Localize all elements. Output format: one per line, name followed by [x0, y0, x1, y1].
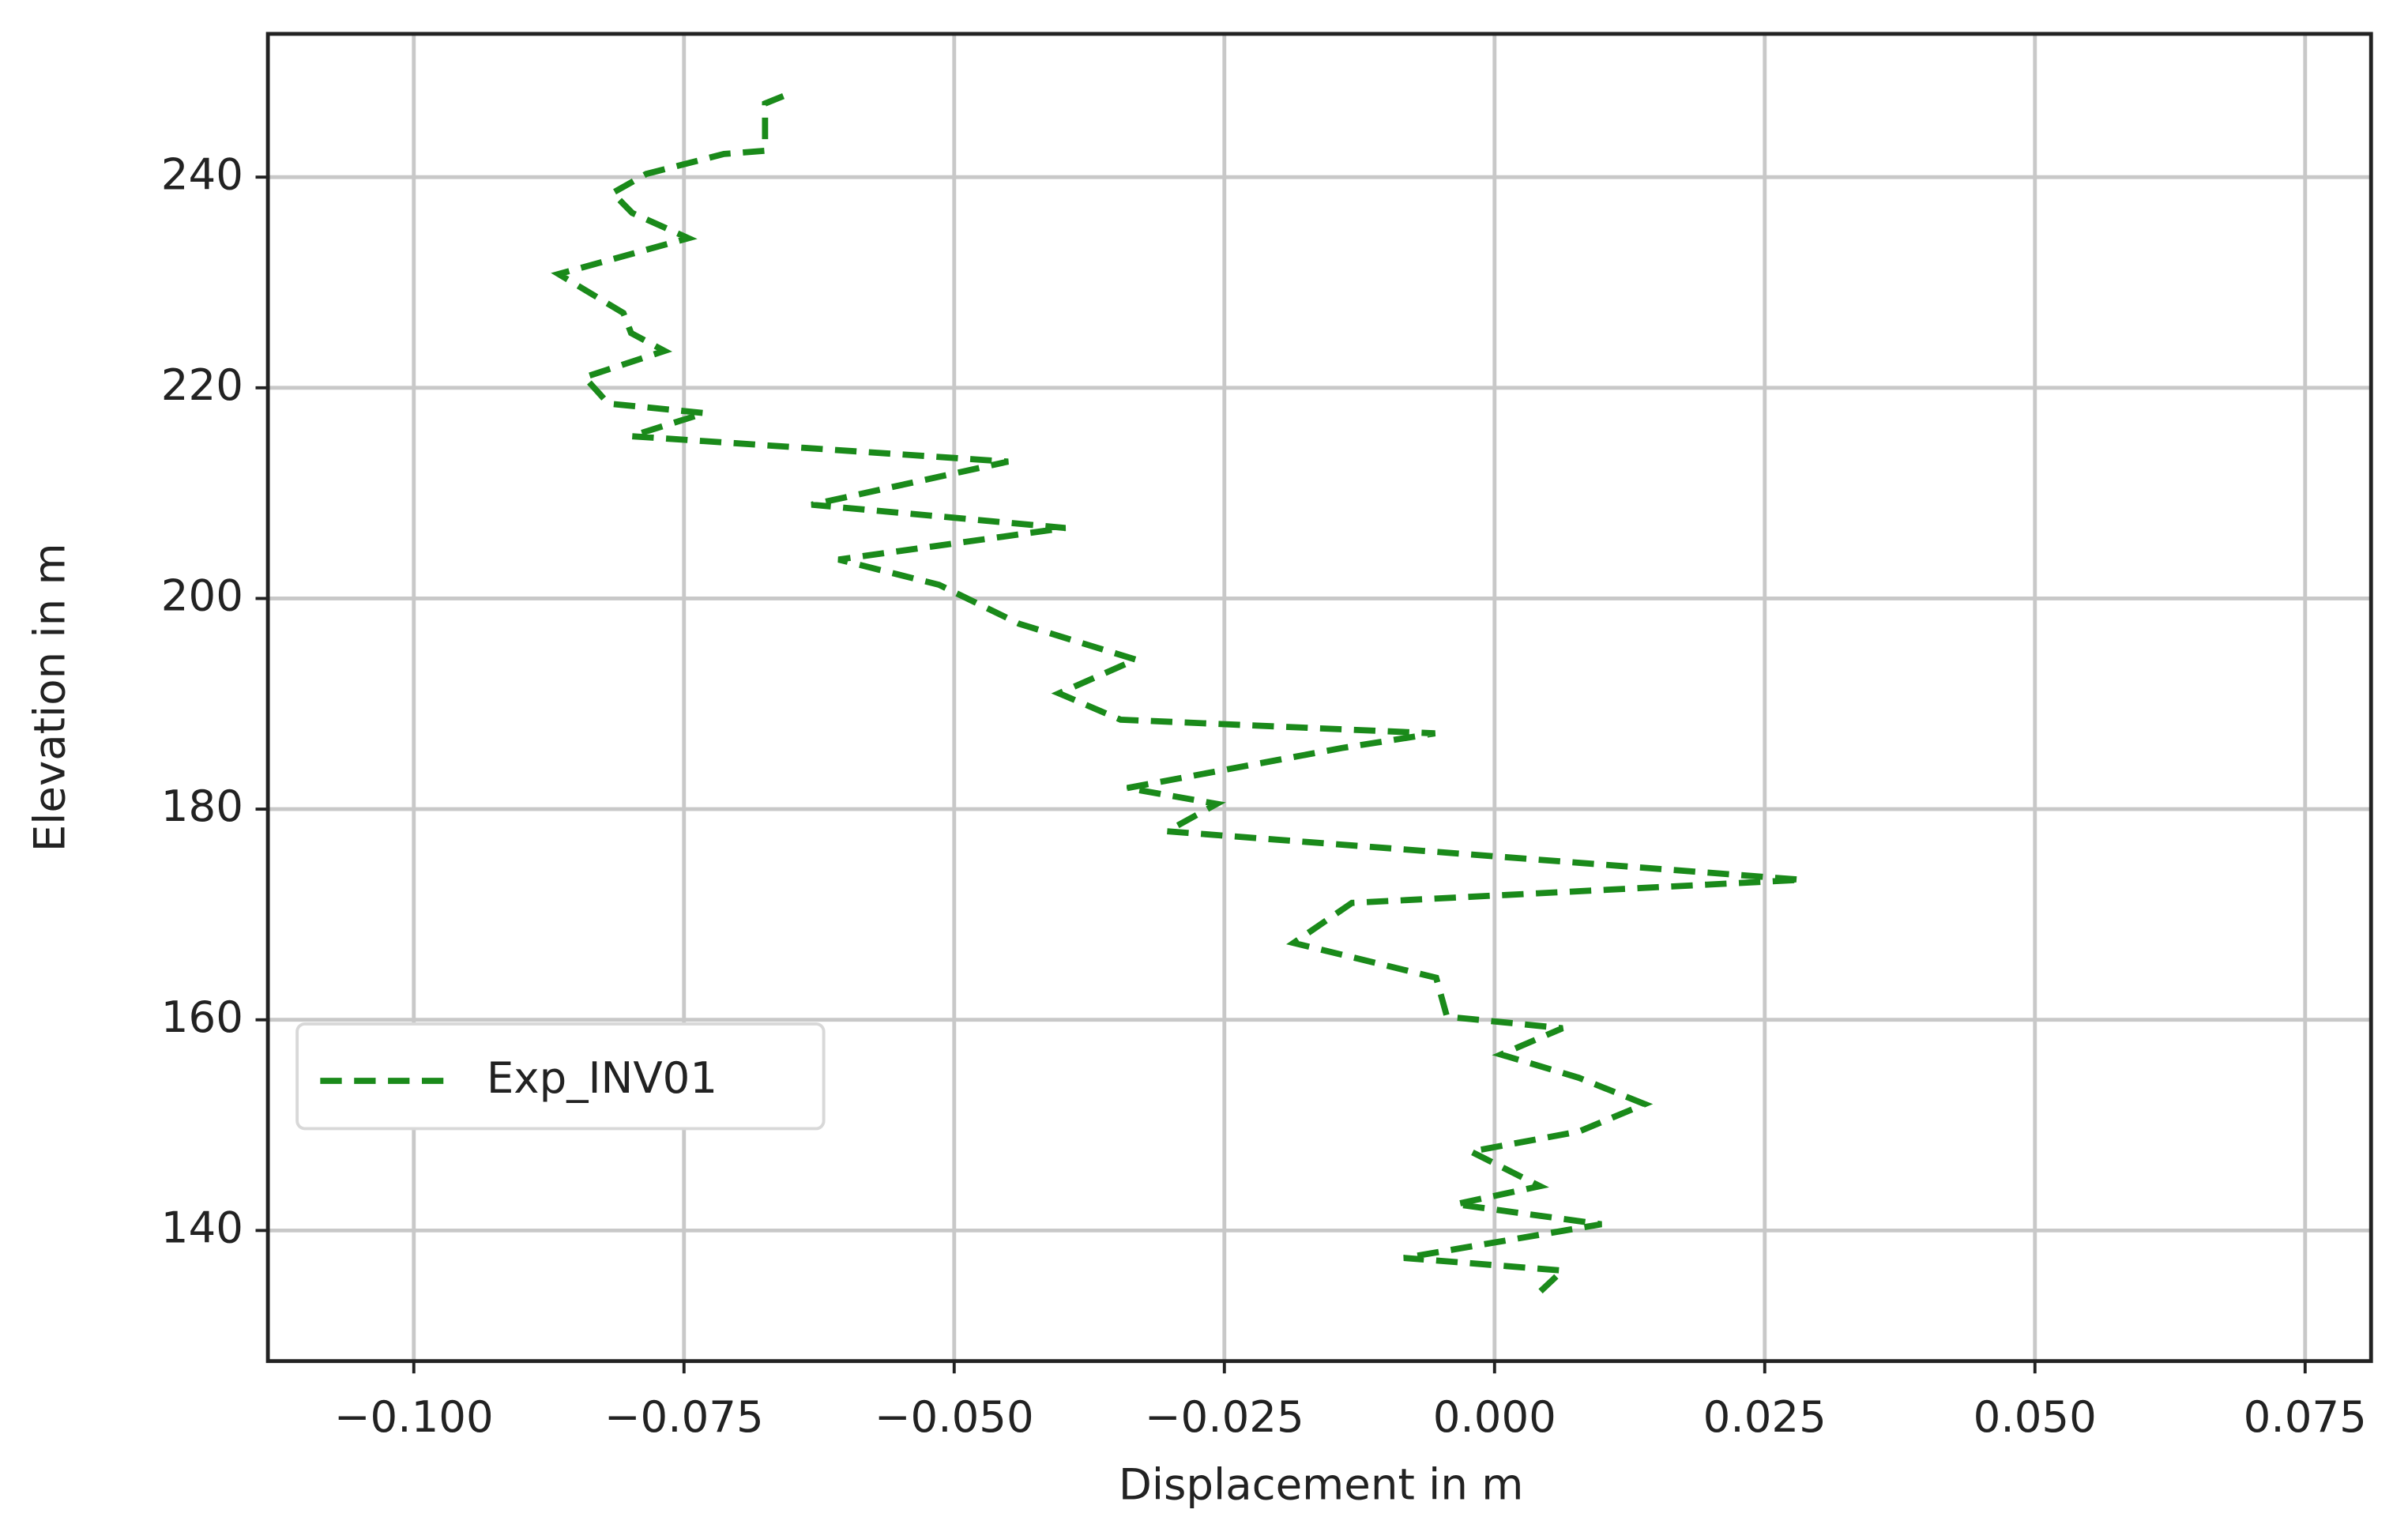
x-tick-label: −0.050 — [875, 1391, 1034, 1442]
x-tick-label: −0.075 — [604, 1391, 764, 1442]
y-axis-label: Elevation in m — [24, 543, 74, 852]
y-tick-label: 180 — [161, 781, 243, 831]
y-tick-label: 240 — [161, 149, 243, 199]
y-tick-label: 140 — [161, 1203, 243, 1253]
x-tick-label: 0.050 — [1973, 1391, 2097, 1442]
legend-frame — [295, 1022, 826, 1131]
legend-label: Exp_INV01 — [487, 1052, 717, 1103]
data-line — [551, 92, 1802, 1301]
x-tick-label: −0.100 — [334, 1391, 494, 1442]
x-axis-label: Displacement in m — [1119, 1459, 1524, 1510]
y-tick-label: 200 — [161, 570, 243, 621]
plot-frame — [265, 32, 2373, 1364]
x-tick-label: 0.025 — [1703, 1391, 1827, 1442]
y-tick-label: 220 — [161, 359, 243, 410]
y-tick-label: 160 — [161, 992, 243, 1042]
legend: Exp_INV01 — [295, 1022, 826, 1131]
x-tick-label: 0.075 — [2244, 1391, 2367, 1442]
x-tick-label: −0.025 — [1145, 1391, 1304, 1442]
x-tick-label: 0.000 — [1433, 1391, 1556, 1442]
